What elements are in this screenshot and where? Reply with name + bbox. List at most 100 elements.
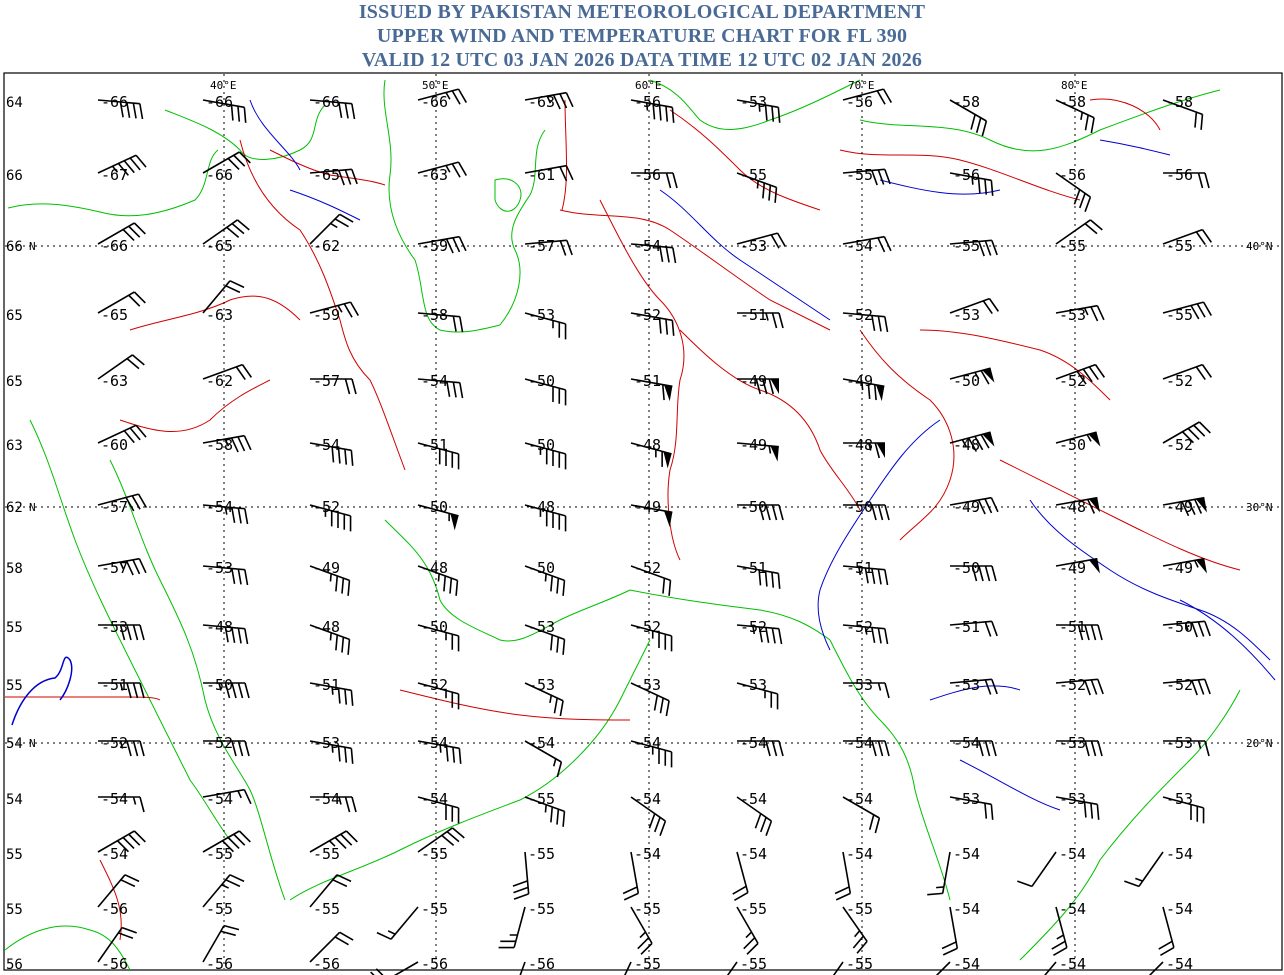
wind-barb-half-feather: [858, 567, 862, 576]
wind-barb-feather: [778, 504, 784, 521]
wind-barb-staff: [202, 99, 245, 109]
wind-barb-feather: [991, 679, 998, 695]
wind-barb-feather: [559, 93, 568, 109]
wind-barb-feather: [233, 154, 246, 167]
wind-barb-feather: [224, 682, 231, 699]
temperature-value: -55: [634, 900, 661, 918]
wind-barb-feather: [129, 427, 141, 441]
wind-barb: [1055, 678, 1104, 696]
wind-barb: [949, 496, 999, 515]
wind-barb-half-feather: [224, 438, 230, 447]
wind-barb: [524, 239, 573, 256]
temperature-value: -56: [1059, 166, 1086, 184]
wind-barb-feather: [126, 102, 131, 118]
temperature-value: -56: [528, 955, 555, 973]
wind-barb-staff: [202, 219, 238, 245]
wind-barb-feather: [244, 740, 250, 757]
wind-barb-feather: [451, 163, 461, 178]
wind-barb-feather: [566, 240, 573, 256]
wind-barb-staff: [309, 442, 352, 452]
wind-barb-feather: [990, 804, 994, 820]
row-value-label: 55: [6, 902, 23, 918]
wind-barb-feather: [1094, 364, 1106, 378]
wind-barb: [310, 378, 357, 395]
wind-barb-feather: [623, 892, 639, 901]
wind-barb-feather: [871, 568, 876, 584]
wind-barb-staff: [736, 565, 779, 575]
wind-barb-staff: [736, 172, 777, 189]
wind-barb-half-feather: [221, 884, 230, 889]
border-india-nepal: [999, 459, 1241, 571]
wind-barb-feather: [139, 796, 145, 813]
wind-barb-half-feather: [237, 790, 242, 799]
wind-barb-feather: [331, 446, 335, 463]
wind-barb: [1051, 906, 1068, 957]
wind-barb-feather: [835, 892, 851, 901]
wind-barb: [843, 740, 890, 757]
wind-barb-staff: [842, 796, 880, 819]
wind-barb: [1055, 796, 1100, 820]
wind-barb: [309, 213, 354, 245]
coastline-north-1: [649, 79, 861, 130]
temperature-value: -54: [421, 734, 448, 752]
wind-barb-half-feather: [1135, 877, 1143, 882]
wind-barb: [1162, 496, 1207, 517]
wind-barb-feather: [977, 177, 981, 194]
temperature-value: -50: [846, 498, 873, 516]
wind-barb-feather: [550, 806, 554, 823]
wind-barb-feather: [1197, 172, 1204, 189]
wind-barb-feather: [765, 820, 773, 836]
wind-barb-pennant: [982, 368, 995, 383]
wind-barb: [524, 682, 564, 717]
temperature-value: -55: [846, 900, 873, 918]
temperature-value: -49: [634, 498, 661, 516]
wind-barb: [1055, 99, 1095, 134]
wind-barb: [97, 557, 147, 576]
wind-barb-staff: [842, 168, 885, 174]
wind-barb-half-feather: [752, 626, 756, 635]
wind-barb-feather: [237, 568, 242, 585]
wind-barb: [417, 442, 460, 470]
wind-barb-feather: [126, 682, 132, 699]
wind-barb-feather: [457, 161, 468, 176]
wind-barb: [1162, 678, 1211, 696]
temperature-value: -56: [953, 166, 980, 184]
wind-barb: [1044, 961, 1057, 975]
wind-barb-staff: [417, 740, 460, 750]
border-iraq-iran: [239, 139, 406, 471]
wind-barb: [1055, 304, 1105, 322]
wind-barb-feather: [1195, 366, 1206, 381]
wind-barb-feather: [1187, 427, 1200, 441]
wind-barb-feather: [672, 172, 678, 189]
wind-barb: [524, 796, 566, 827]
wind-barb-feather: [135, 424, 147, 438]
border-saudi-jordan: [119, 379, 271, 433]
wind-barb-feather: [1202, 301, 1213, 316]
wind-barb: [726, 961, 738, 975]
wind-barb-half-feather: [1083, 307, 1089, 316]
wind-barb-half-feather: [445, 165, 451, 173]
wind-barb-feather: [338, 102, 343, 118]
wind-barb-staff: [736, 682, 778, 695]
wind-barb: [519, 961, 526, 975]
wind-barb: [524, 624, 566, 655]
wind-barb-feather: [659, 820, 667, 836]
river-narmada: [929, 685, 1021, 701]
wind-barb-feather: [755, 378, 762, 395]
wind-barb: [309, 931, 354, 963]
wind-barb-staff: [97, 154, 137, 174]
wind-barb: [630, 565, 672, 596]
wind-barb-feather: [344, 169, 352, 185]
wind-barb: [97, 874, 140, 908]
wind-barb-feather: [351, 796, 357, 813]
wind-barb: [98, 740, 145, 757]
wind-barb-feather: [123, 160, 135, 174]
temperature-value: -53: [953, 790, 980, 808]
wind-barb-staff: [309, 301, 351, 314]
wind-barb-feather: [550, 575, 554, 592]
wind-barb-feather: [1194, 112, 1198, 128]
wind-barb-feather: [1090, 306, 1099, 322]
wind-barb-feather: [139, 103, 144, 120]
wind-barb: [630, 682, 670, 717]
wind-barb-feather: [559, 240, 567, 256]
